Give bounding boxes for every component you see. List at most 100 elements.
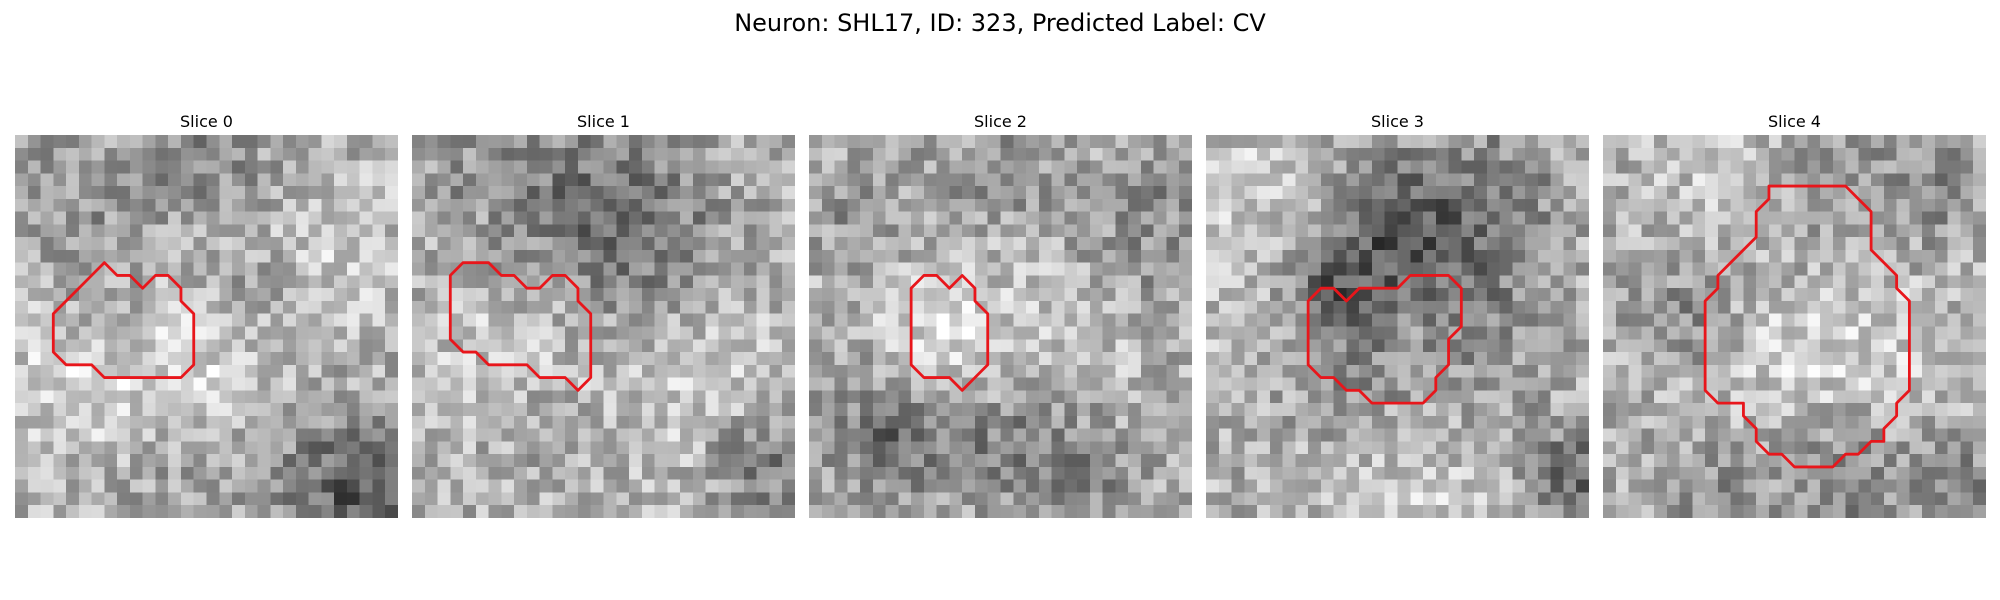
pixel bbox=[91, 492, 105, 506]
pixel bbox=[590, 403, 604, 417]
pixel bbox=[565, 505, 579, 518]
pixel bbox=[743, 403, 757, 417]
pixel bbox=[731, 262, 745, 276]
pixel bbox=[1730, 198, 1744, 212]
pixel bbox=[117, 300, 131, 314]
pixel bbox=[1794, 135, 1808, 149]
pixel bbox=[1384, 237, 1398, 251]
pixel bbox=[756, 352, 770, 366]
pixel bbox=[15, 249, 29, 263]
pixel bbox=[1218, 441, 1232, 455]
pixel bbox=[718, 479, 732, 493]
pixel bbox=[1922, 326, 1936, 340]
pixel bbox=[321, 479, 335, 493]
pixel bbox=[244, 441, 258, 455]
pixel bbox=[359, 135, 373, 149]
pixel bbox=[91, 275, 105, 289]
pixel bbox=[1218, 454, 1232, 468]
pixel bbox=[1692, 466, 1706, 480]
roi-contour bbox=[448, 261, 593, 392]
pixel bbox=[283, 415, 297, 429]
pixel bbox=[1550, 352, 1564, 366]
pixel bbox=[1550, 224, 1564, 238]
pixel bbox=[847, 173, 861, 187]
pixel bbox=[1410, 466, 1424, 480]
pixel bbox=[270, 147, 284, 161]
pixel bbox=[692, 505, 706, 518]
pixel bbox=[1832, 288, 1846, 302]
pixel bbox=[1654, 275, 1668, 289]
pixel bbox=[1730, 135, 1744, 149]
pixel bbox=[117, 198, 131, 212]
pixel bbox=[1743, 300, 1757, 314]
pixel bbox=[629, 454, 643, 468]
pixel bbox=[180, 479, 194, 493]
pixel bbox=[1563, 479, 1577, 493]
pixel bbox=[501, 237, 515, 251]
pixel bbox=[1666, 300, 1680, 314]
pixel bbox=[1038, 479, 1052, 493]
pixel bbox=[437, 147, 451, 161]
pixel bbox=[1153, 479, 1167, 493]
pixel bbox=[552, 147, 566, 161]
pixel bbox=[1384, 300, 1398, 314]
pixel bbox=[1525, 275, 1539, 289]
pixel bbox=[129, 237, 143, 251]
pixel bbox=[1089, 364, 1103, 378]
pixel bbox=[1153, 339, 1167, 353]
pixel bbox=[1179, 198, 1192, 212]
pixel bbox=[769, 428, 783, 442]
pixel bbox=[1768, 441, 1782, 455]
pixel bbox=[1871, 479, 1885, 493]
pixel bbox=[129, 505, 143, 518]
pixel bbox=[40, 173, 54, 187]
pixel bbox=[1244, 326, 1258, 340]
pixel bbox=[526, 339, 540, 353]
pixel bbox=[283, 352, 297, 366]
pixel bbox=[1064, 479, 1078, 493]
pixel bbox=[782, 492, 795, 506]
pixel bbox=[641, 415, 655, 429]
pixel bbox=[809, 352, 823, 366]
pixel bbox=[270, 173, 284, 187]
pixel bbox=[232, 364, 246, 378]
pixel bbox=[1692, 275, 1706, 289]
pixel bbox=[1845, 479, 1859, 493]
pixel bbox=[257, 428, 271, 442]
pixel bbox=[53, 479, 67, 493]
pixel bbox=[769, 441, 783, 455]
pixel bbox=[1128, 352, 1142, 366]
pixel bbox=[1384, 454, 1398, 468]
pixel bbox=[860, 173, 874, 187]
pixel bbox=[1013, 147, 1027, 161]
pixel bbox=[911, 339, 925, 353]
pixel bbox=[1077, 275, 1091, 289]
pixel bbox=[66, 390, 80, 404]
pixel bbox=[359, 147, 373, 161]
pixel bbox=[232, 173, 246, 187]
pixel bbox=[1435, 173, 1449, 187]
pixel bbox=[1410, 364, 1424, 378]
pixel bbox=[539, 505, 553, 518]
pixel bbox=[501, 364, 515, 378]
pixel bbox=[1282, 479, 1296, 493]
pixel bbox=[1206, 441, 1220, 455]
pixel bbox=[1013, 186, 1027, 200]
pixel bbox=[680, 237, 694, 251]
pixel bbox=[117, 288, 131, 302]
pixel bbox=[1448, 339, 1462, 353]
pixel bbox=[1308, 135, 1322, 149]
pixel bbox=[219, 441, 233, 455]
pixel bbox=[1768, 364, 1782, 378]
pixel bbox=[346, 492, 360, 506]
pixel bbox=[809, 198, 823, 212]
pixel bbox=[847, 198, 861, 212]
pixel bbox=[911, 492, 925, 506]
pixel bbox=[1756, 466, 1770, 480]
pixel bbox=[155, 352, 169, 366]
pixel bbox=[590, 135, 604, 149]
pixel bbox=[769, 313, 783, 327]
pixel bbox=[155, 454, 169, 468]
pixel bbox=[692, 249, 706, 263]
pixel bbox=[1679, 147, 1693, 161]
